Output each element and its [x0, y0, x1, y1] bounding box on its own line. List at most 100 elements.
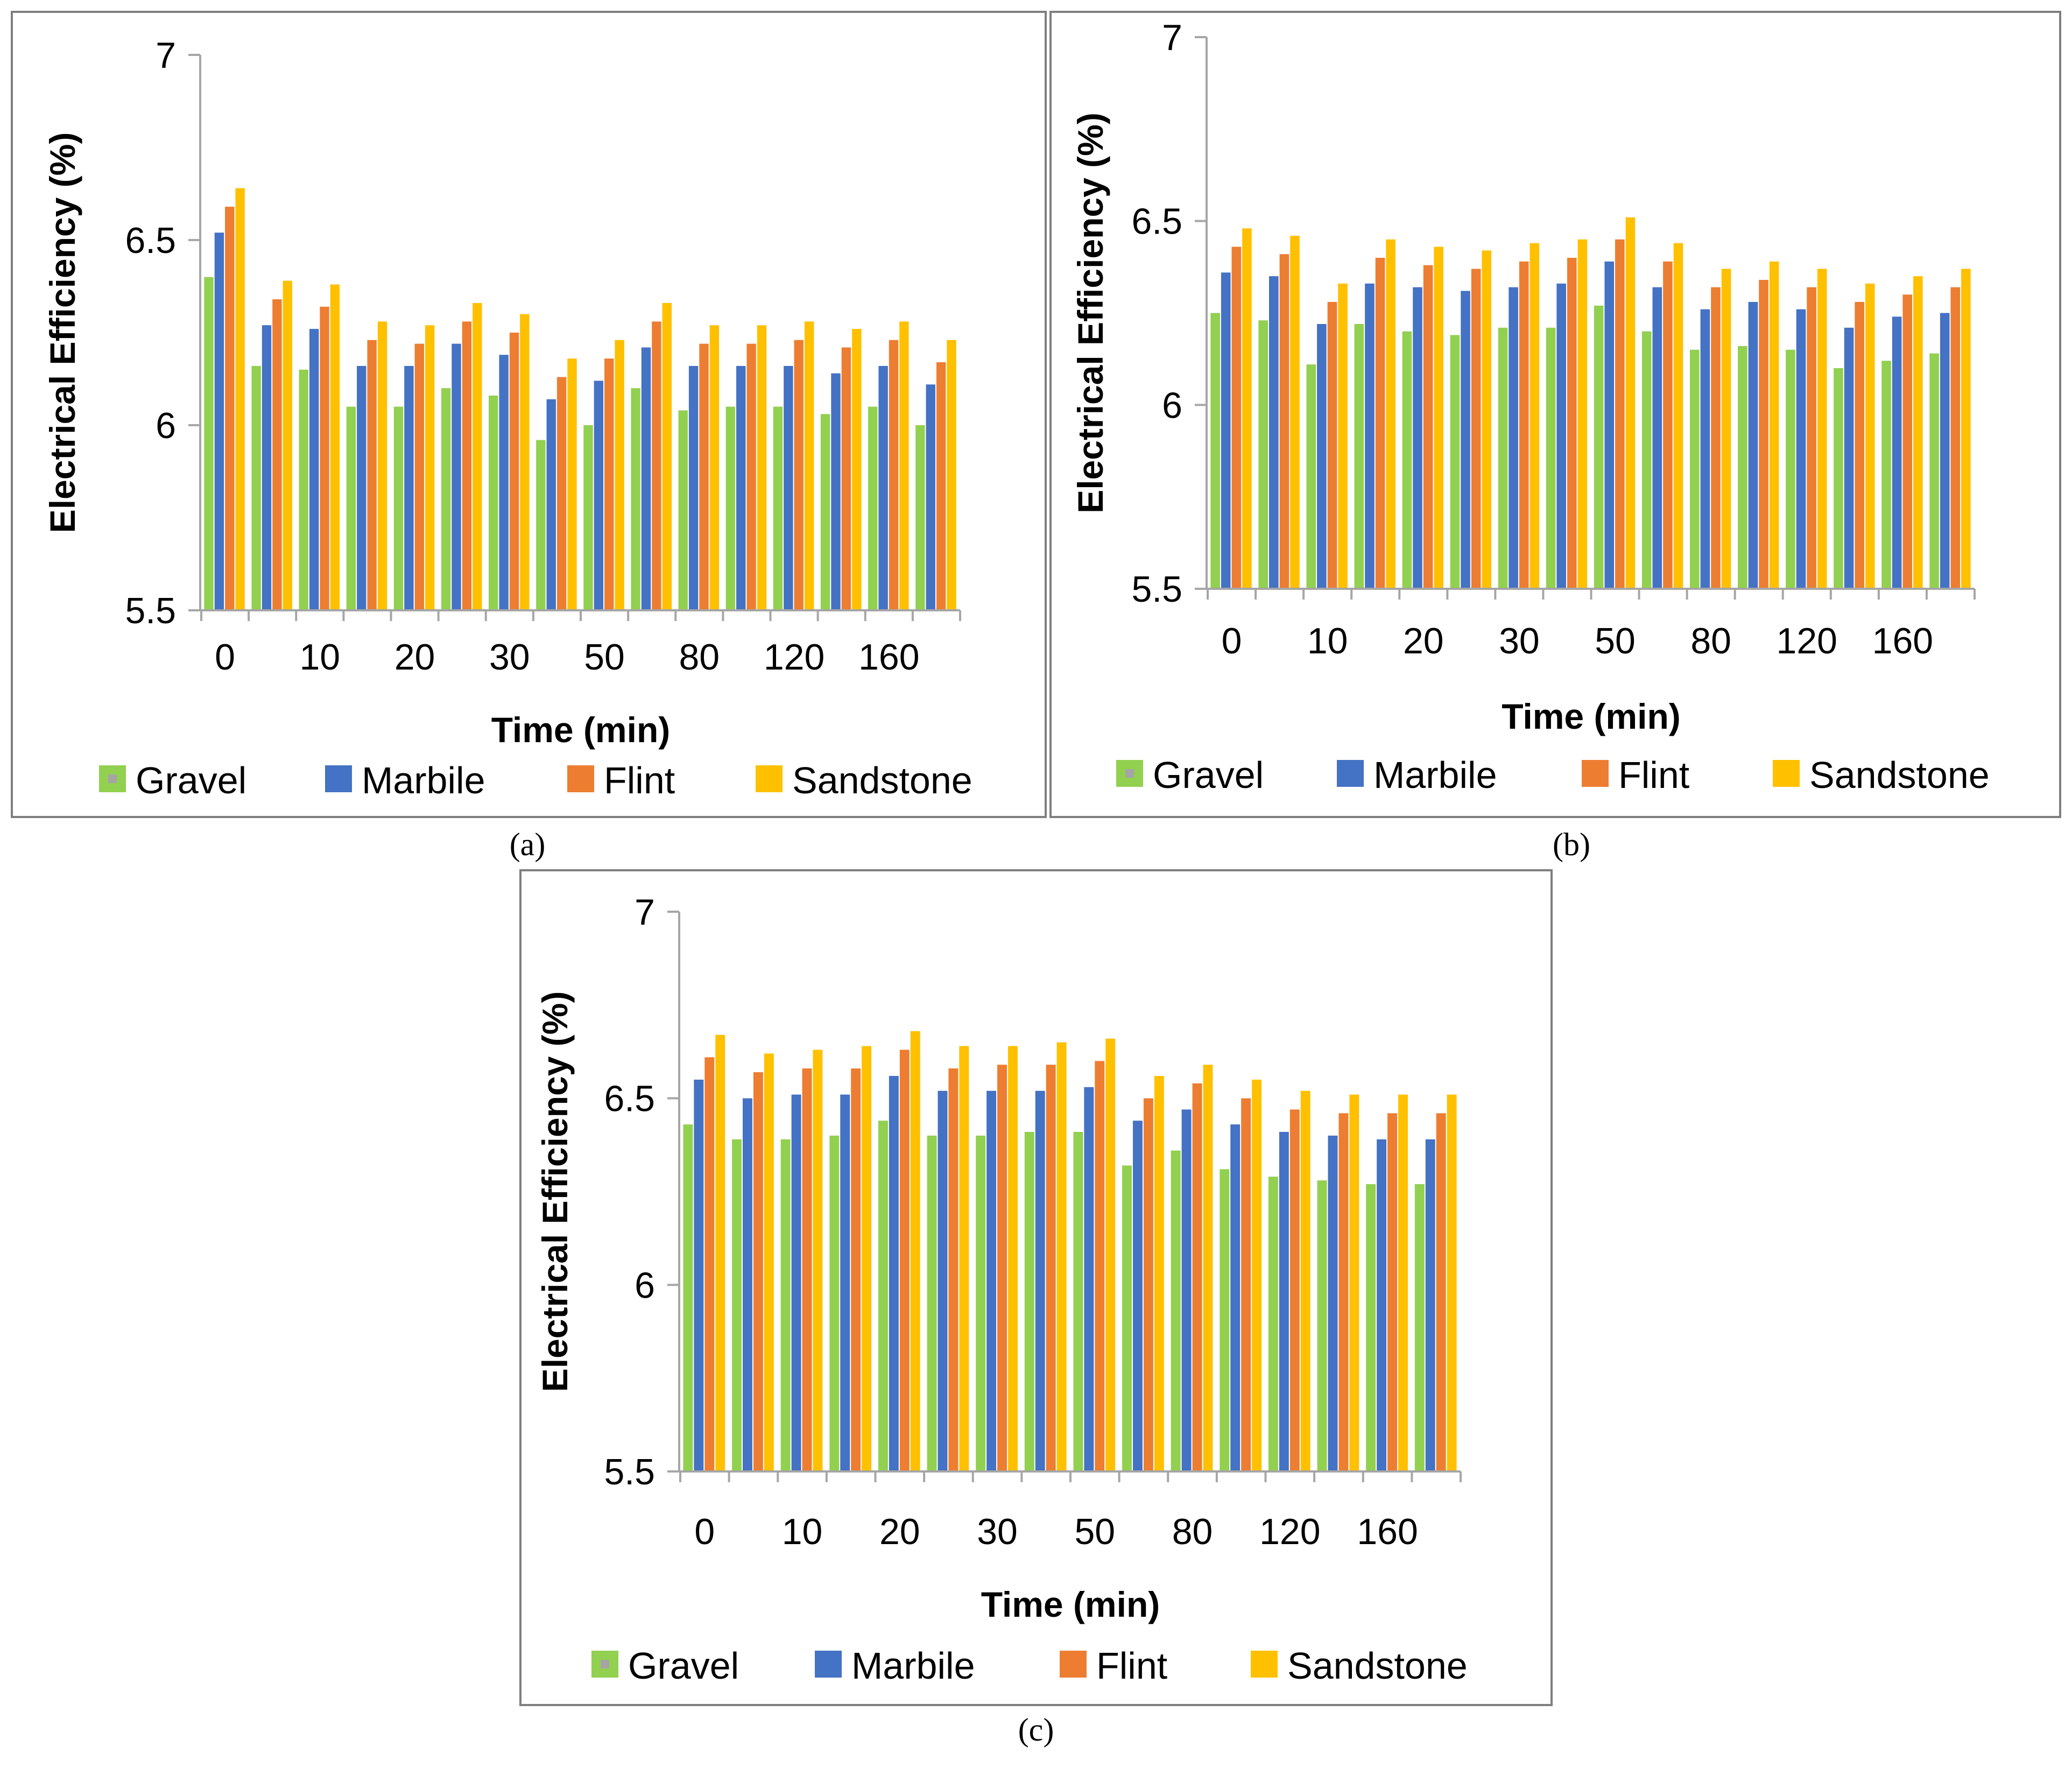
bar-sandstone-0 [715, 1034, 725, 1471]
bar-flint-11 [1759, 280, 1768, 589]
bar-flint-0 [1231, 246, 1242, 589]
x-tick-label: 80 [679, 637, 720, 678]
x-tick-label: 0 [215, 637, 235, 678]
bar-flint-12 [1807, 287, 1816, 589]
bar-sandstone-15 [1961, 269, 1971, 589]
bar-marbile-3 [357, 365, 367, 610]
bar-flint-13 [841, 347, 851, 610]
x-tick-label: 20 [394, 637, 435, 678]
bar-gravel-15 [1414, 1184, 1425, 1471]
bar-flint-1 [272, 299, 282, 610]
bar-gravel-14 [868, 406, 878, 610]
bar-flint-4 [899, 1049, 910, 1471]
bar-marbile-8 [1084, 1087, 1094, 1471]
legend-swatch-sandstone [756, 765, 783, 792]
bar-flint-6 [997, 1065, 1007, 1471]
x-tick-label: 30 [977, 1511, 1018, 1552]
bar-marbile-8 [1604, 261, 1615, 589]
bar-marbile-4 [1413, 287, 1422, 589]
bar-sandstone-0 [1242, 228, 1252, 589]
bar-marbile-3 [840, 1094, 850, 1471]
bar-marbile-0 [694, 1080, 704, 1471]
bar-marbile-2 [1317, 324, 1327, 589]
bar-gravel-10 [678, 410, 688, 610]
bar-flint-1 [753, 1072, 763, 1471]
bar-marbile-15 [1940, 313, 1950, 589]
bar-gravel-13 [1317, 1180, 1327, 1471]
bar-sandstone-12 [1300, 1090, 1310, 1471]
bar-flint-9 [1143, 1098, 1153, 1471]
bar-sandstone-7 [567, 358, 577, 610]
bar-flint-12 [1289, 1109, 1300, 1471]
bar-gravel-2 [1306, 364, 1316, 589]
bar-sandstone-15 [947, 340, 956, 610]
x-tick-label: 20 [1403, 621, 1444, 661]
legend-swatch-flint [1060, 1651, 1087, 1678]
legend-label-flint: Flint [1618, 754, 1689, 796]
bar-marbile-8 [594, 381, 604, 610]
bar-sandstone-14 [1398, 1094, 1408, 1471]
bar-marbile-5 [1461, 291, 1470, 589]
bar-gravel-11 [1220, 1169, 1230, 1471]
bar-gravel-5 [927, 1136, 937, 1471]
bar-marbile-12 [1796, 309, 1806, 589]
bar-gravel-0 [683, 1124, 693, 1471]
x-tick-label: 30 [1499, 621, 1540, 661]
bar-marbile-12 [1279, 1132, 1289, 1471]
y-axis-title: Electrical Efficiency (%) [535, 991, 575, 1392]
bar-sandstone-10 [709, 325, 720, 610]
bar-gravel-15 [915, 425, 925, 610]
bar-sandstone-1 [764, 1053, 774, 1471]
legend-label-marbile: Marbile [1373, 754, 1497, 796]
y-tick-label: 5.5 [604, 1452, 655, 1492]
legend-label-marbile: Marbile [851, 1645, 975, 1687]
bar-marbile-6 [986, 1090, 997, 1471]
bar-sandstone-8 [1105, 1038, 1116, 1471]
bar-gravel-12 [1268, 1177, 1278, 1471]
bar-gravel-9 [1122, 1165, 1132, 1471]
bar-sandstone-14 [899, 321, 909, 610]
bar-gravel-10 [1689, 349, 1700, 589]
bar-marbile-4 [889, 1076, 899, 1471]
bar-marbile-10 [1181, 1109, 1192, 1471]
x-tick-label: 10 [782, 1511, 823, 1552]
bar-sandstone-12 [804, 321, 814, 610]
legend-label-marbile: Marbile [362, 759, 485, 801]
bar-gravel-7 [1546, 327, 1556, 589]
bar-sandstone-12 [1817, 269, 1827, 589]
x-axis-title: Time (min) [491, 710, 670, 750]
bar-marbile-7 [546, 399, 556, 610]
caption-b: (b) [1553, 827, 1590, 862]
bar-marbile-1 [262, 325, 272, 610]
bar-sandstone-3 [1386, 239, 1396, 589]
bar-gravel-1 [251, 365, 261, 610]
legend-swatch-sandstone [1773, 760, 1800, 787]
bar-flint-3 [1375, 258, 1385, 589]
bar-flint-3 [851, 1068, 861, 1471]
x-tick-label: 160 [1872, 621, 1933, 661]
bar-gravel-8 [583, 425, 593, 610]
bar-gravel-15 [1929, 353, 1939, 589]
legend-swatch-flint [567, 765, 594, 792]
bar-flint-8 [1615, 239, 1625, 589]
x-tick-label: 80 [1172, 1511, 1213, 1552]
bar-sandstone-0 [235, 188, 245, 610]
x-tick-label: 120 [764, 637, 824, 678]
bar-marbile-7 [1556, 283, 1566, 589]
bar-gravel-4 [878, 1121, 888, 1471]
bar-sandstone-1 [1290, 236, 1300, 589]
y-tick-label: 5.5 [125, 590, 176, 631]
bar-flint-13 [1338, 1113, 1349, 1471]
x-tick-label: 160 [1357, 1511, 1418, 1552]
bar-marbile-11 [1230, 1124, 1241, 1471]
legend-swatch-marbile [815, 1651, 842, 1678]
bar-flint-7 [1567, 258, 1577, 589]
bar-flint-13 [1855, 302, 1864, 589]
bar-sandstone-5 [959, 1046, 969, 1471]
bar-flint-15 [1436, 1113, 1446, 1471]
bar-sandstone-6 [1530, 243, 1540, 589]
bar-marbile-9 [641, 347, 651, 610]
legend-label-sandstone: Sandstone [1809, 754, 1990, 796]
x-tick-label: 20 [879, 1511, 920, 1552]
bar-gravel-6 [976, 1136, 986, 1471]
